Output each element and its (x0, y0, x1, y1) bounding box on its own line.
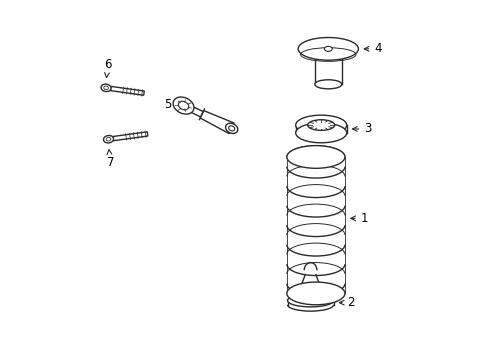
Ellipse shape (103, 135, 114, 143)
Ellipse shape (229, 126, 235, 131)
Ellipse shape (287, 145, 345, 168)
Text: 2: 2 (340, 296, 355, 309)
Polygon shape (200, 111, 234, 134)
Ellipse shape (287, 282, 345, 305)
Text: 4: 4 (364, 42, 382, 55)
Ellipse shape (178, 101, 189, 110)
Polygon shape (113, 132, 148, 141)
Ellipse shape (225, 123, 238, 134)
Ellipse shape (308, 120, 335, 130)
Polygon shape (180, 102, 206, 118)
Polygon shape (110, 86, 144, 95)
Ellipse shape (295, 115, 347, 135)
Ellipse shape (101, 84, 111, 91)
Ellipse shape (324, 46, 332, 51)
Ellipse shape (288, 294, 334, 307)
Text: 6: 6 (104, 58, 112, 77)
Ellipse shape (315, 80, 342, 89)
Text: 7: 7 (106, 149, 114, 169)
Text: 3: 3 (352, 122, 372, 135)
Text: 5: 5 (164, 98, 181, 111)
Ellipse shape (295, 123, 347, 143)
Ellipse shape (298, 37, 358, 60)
Ellipse shape (173, 97, 194, 114)
Text: 1: 1 (351, 212, 368, 225)
